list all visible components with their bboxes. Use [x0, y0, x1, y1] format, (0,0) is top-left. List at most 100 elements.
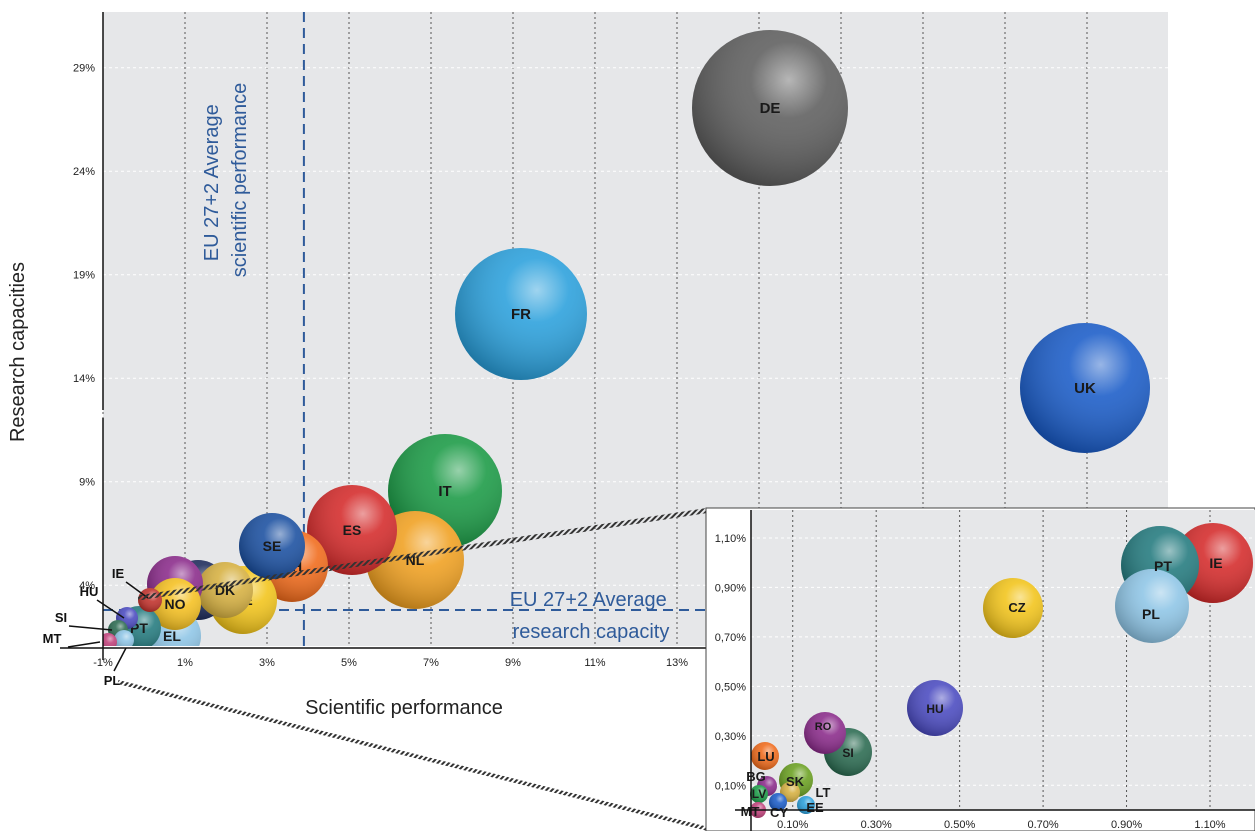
bubble-shine: [307, 485, 397, 575]
bubble-label: DE: [760, 100, 781, 117]
callout-label: MT: [43, 631, 62, 646]
inset-bubble-label: LT: [816, 785, 831, 800]
bubble-shine: [804, 712, 846, 754]
inset-y-tick-label: 0,10%: [715, 780, 746, 792]
inset-x-tick-label: 0.70%: [1027, 819, 1058, 831]
bubble-ie: [138, 588, 162, 612]
callout-leader: [67, 641, 101, 648]
bubble-label: EL: [163, 628, 181, 644]
x-tick-label: 7%: [423, 657, 439, 669]
zoom-connector-upper: [137, 507, 711, 601]
bubble-label: FR: [511, 306, 531, 323]
inset-x-tick-label: 1.10%: [1194, 819, 1225, 831]
bubble-shine: [750, 785, 768, 803]
inset-bubble-cz: [983, 578, 1043, 638]
inset-bubble-label: BG: [746, 769, 766, 784]
inset-y-tick-label: 0,90%: [715, 582, 746, 594]
inset-bubble-label: CZ: [1008, 600, 1025, 615]
inset-bubble-label: HU: [926, 702, 943, 716]
x-axis-title: Scientific performance: [305, 697, 503, 719]
bubble-shine: [1115, 569, 1189, 643]
bubble-shine: [114, 630, 134, 646]
bubble-fr: FR: [455, 248, 587, 380]
inset-bubble-lv: [750, 785, 768, 803]
callout-hu: HU: [80, 584, 125, 619]
inset-x-tick-label: 0.50%: [944, 819, 975, 831]
x-tick-label: 9%: [505, 657, 521, 669]
inset-x-tick-label: 0.10%: [777, 819, 808, 831]
inset-bubble-lu: [751, 742, 779, 770]
callout-label: PL: [104, 673, 121, 688]
x-tick-label: 13%: [666, 657, 688, 669]
inset-bubble-label: IE: [1209, 555, 1222, 571]
avg-sci-label: EU 27+2 Average scientific performance: [201, 83, 251, 278]
callout-leader: [113, 647, 127, 672]
inset-bubble-hu: [907, 680, 963, 736]
y-tick-label: 14%: [73, 373, 95, 385]
x-tick-label: 11%: [584, 657, 605, 669]
callout-leader: [68, 625, 113, 631]
inset-bubble-cy: [769, 793, 787, 811]
inset-bubble-label: PT: [1154, 558, 1172, 574]
inset-bubble-label: SK: [786, 774, 805, 789]
inset-bubble-label: MT: [741, 804, 760, 819]
bubble-dk: DK: [197, 562, 253, 618]
inset-y-tick-label: 1,10%: [715, 533, 746, 545]
bubble-shine: [103, 633, 117, 646]
bubble-es: ES: [307, 485, 397, 575]
bubble-se: SE: [239, 513, 305, 579]
inset-bubbles: IE PL PT CZ HU RO SI LU SK BG LV LT CY EE MT: [741, 523, 1253, 820]
inset-axes: 0,10% 0,30% 0,50% 0,70% 0,90% 1,10% 0.10% 0.30%…: [715, 510, 1255, 831]
inset-bubble-label: LU: [757, 749, 774, 764]
x-tick-label: 1%: [177, 657, 193, 669]
bubble-shine: [907, 680, 963, 736]
bubble-shine: [138, 588, 162, 612]
bubble-shine: [983, 578, 1043, 638]
main-callouts: IE HU SI MT PL: [43, 566, 149, 688]
inset-bubble-label: EE: [806, 800, 824, 815]
inset-x-tick-label: 0.30%: [861, 819, 892, 831]
inset-bubble-label: LV: [752, 787, 766, 801]
x-tick-label: 5%: [341, 657, 357, 669]
bubble-shine: [769, 793, 787, 811]
bubble-label: UK: [1074, 380, 1096, 397]
callout-mt: MT: [43, 631, 101, 648]
callout-label: SI: [55, 610, 67, 625]
zoom-connector-lower: [117, 680, 713, 831]
y-tick-label: 24%: [73, 166, 95, 178]
inset-x-tick-label: 0.90%: [1111, 819, 1142, 831]
callout-pl: PL: [104, 647, 127, 688]
bubble-shine: [239, 513, 305, 579]
bubble-pl: [114, 630, 134, 646]
main-bubbles: DEFRUKITNLESCHBESEFIELDKATNOPT: [103, 30, 1150, 646]
y-tick-label: 29%: [73, 63, 95, 75]
bubble-shine: [751, 742, 779, 770]
main-axes: 4% 9% 14% 19% 24% 29% -1% 1% 3% 5% 7% 9% 11% 13%: [60, 12, 706, 669]
callout-label: IE: [112, 566, 125, 581]
bubble-mt: [103, 633, 117, 646]
inset-bubble-pl: [1115, 569, 1189, 643]
bubble-de: DE: [692, 30, 848, 186]
inset-y-tick-label: 0,50%: [715, 681, 746, 693]
callout-leader: [96, 599, 125, 619]
bubble-uk: UK: [1020, 323, 1150, 453]
bubble-shine: [692, 30, 848, 186]
bubble-label: SE: [263, 538, 282, 554]
inset-bubble-label: CY: [770, 805, 788, 820]
bubble-label: ES: [343, 522, 362, 538]
inset-grid: [751, 510, 1255, 810]
inset-bubble-label: RO: [815, 721, 832, 733]
x-tick-label: 3%: [259, 657, 275, 669]
callout-si: SI: [55, 610, 113, 631]
bubble-shine: [1020, 323, 1150, 453]
bubble-shine: [455, 248, 587, 380]
inset-y-tick-label: 0,30%: [715, 731, 746, 743]
bubble-label: NO: [165, 596, 186, 612]
y-axis-title: Research capacities: [7, 262, 29, 442]
avg-cap-label: EU 27+2 Average research capacity: [510, 589, 673, 643]
inset-y-tick-label: 0,70%: [715, 632, 746, 644]
callout-label: HU: [80, 584, 99, 599]
y-tick-label: 19%: [73, 270, 95, 282]
bubble-label: IT: [438, 483, 451, 500]
